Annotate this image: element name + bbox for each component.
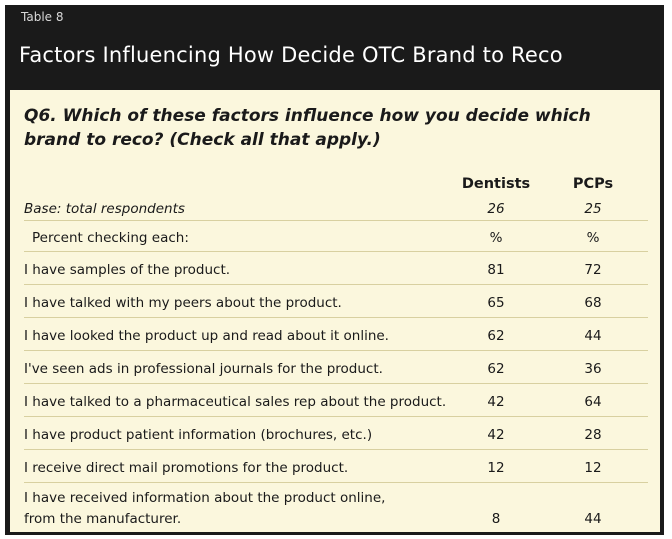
row-label: Percent checking each:	[32, 230, 189, 246]
value-pcps: 68	[584, 295, 602, 311]
divider	[24, 416, 648, 417]
value-dentists: 12	[487, 460, 505, 476]
divider	[24, 317, 648, 318]
divider	[24, 284, 648, 285]
value-pcps: %	[586, 230, 600, 246]
row-label-line2: from the manufacturer.	[24, 511, 182, 527]
row-label: I've seen ads in professional journals f…	[24, 361, 383, 377]
value-dentists: 42	[487, 394, 505, 410]
row-label: I have looked the product up and read ab…	[24, 328, 389, 344]
value-dentists: 62	[487, 328, 505, 344]
value-pcps: 44	[584, 328, 602, 344]
value-dentists: 65	[487, 295, 505, 311]
value-dentists: 8	[491, 511, 501, 527]
column-header-pcps: PCPs	[572, 176, 614, 192]
column-header-dentists: Dentists	[461, 176, 531, 192]
value-pcps: 72	[584, 262, 602, 278]
row-label: I have talked with my peers about the pr…	[24, 295, 342, 311]
table-frame: Table 8 Factors Influencing How Decide O…	[5, 5, 664, 535]
divider	[24, 383, 648, 384]
value-dentists: 42	[487, 427, 505, 443]
value-pcps: 64	[584, 394, 602, 410]
table-number: Table 8	[21, 10, 64, 24]
row-label: I receive direct mail promotions for the…	[24, 460, 349, 476]
value-dentists: 26	[487, 201, 505, 217]
row-label-line1: I have received information about the pr…	[24, 490, 386, 506]
value-pcps: 12	[584, 460, 602, 476]
divider	[24, 350, 648, 351]
row-label: I have talked to a pharmaceutical sales …	[24, 394, 447, 410]
table-title: Factors Influencing How Decide OTC Brand…	[19, 43, 563, 67]
value-pcps: 44	[584, 511, 602, 527]
row-label: I have product patient information (broc…	[24, 427, 373, 443]
value-pcps: 36	[584, 361, 602, 377]
row-label: Base: total respondents	[24, 201, 185, 217]
divider	[24, 449, 648, 450]
divider	[24, 220, 648, 221]
value-pcps: 28	[584, 427, 602, 443]
divider	[24, 482, 648, 483]
value-dentists: %	[489, 230, 503, 246]
row-label: I have samples of the product.	[24, 262, 231, 278]
value-dentists: 62	[487, 361, 505, 377]
value-dentists: 81	[487, 262, 505, 278]
divider	[24, 251, 648, 252]
value-pcps: 25	[584, 201, 602, 217]
question-text: Q6. Which of these factors influence how…	[24, 106, 591, 150]
table-panel: Q6. Which of these factors influence how…	[10, 90, 660, 532]
